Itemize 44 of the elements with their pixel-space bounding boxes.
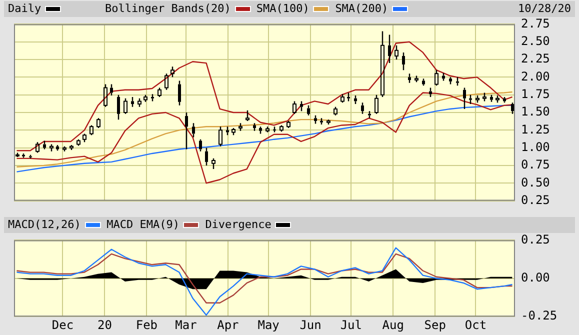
x-tick-label: Dec [52, 318, 74, 332]
candlestick [402, 52, 405, 71]
legend-label: SMA(100) [256, 2, 310, 15]
x-tick-label: 20 [97, 318, 112, 332]
y-tick-label: 2.50 [521, 34, 550, 48]
x-tick-label: Apr [217, 318, 239, 332]
y-tick-label: 0.75 [521, 158, 550, 172]
legend-label: MACD EMA(9) [106, 218, 180, 231]
x-tick-label: Jun [300, 318, 322, 332]
y-tick-label: -0.25 [521, 308, 558, 323]
candlestick [388, 34, 391, 64]
x-tick-label: Sep [424, 318, 446, 332]
y-tick-label: 0.00 [521, 270, 550, 285]
candlestick [185, 112, 188, 150]
y-tick-label: 0.25 [521, 232, 550, 246]
candlestick [110, 84, 113, 96]
y-tick-label: 0.25 [521, 192, 550, 207]
x-tick-label: Feb [136, 318, 158, 332]
candlestick [307, 104, 310, 116]
x-tick-label: Mar [175, 318, 197, 332]
y-tick-label: 1.25 [521, 122, 550, 136]
candlestick [511, 102, 514, 115]
x-tick-label: Oct [464, 318, 487, 332]
text: 10/28/20 [518, 1, 571, 17]
x-tick-label: Aug [382, 318, 404, 332]
y-tick-label: 1.50 [521, 104, 550, 119]
y-tick-label: 1.00 [521, 140, 550, 154]
y-tick-label: 1.75 [521, 86, 550, 101]
candlestick [380, 30, 384, 98]
candlestick [273, 126, 276, 133]
legend-label: Divergence [205, 218, 272, 231]
y-tick-label: 2.25 [521, 52, 550, 66]
y-tick-label: 2.00 [521, 69, 550, 84]
x-tick-label: Jul [340, 318, 362, 332]
candlestick [246, 110, 250, 122]
candlestick [463, 87, 466, 110]
candlestick [199, 138, 202, 152]
y-tick-label: 0.50 [521, 175, 550, 190]
legend-label: SMA(200) [335, 2, 388, 15]
y-tick-label: 2.75 [521, 16, 550, 30]
legend-label: Daily [8, 2, 42, 15]
x-tick-label: May [258, 318, 280, 332]
legend-label: MACD(12,26) [8, 218, 81, 231]
legend-label: Bollinger Bands(20) [105, 2, 231, 15]
